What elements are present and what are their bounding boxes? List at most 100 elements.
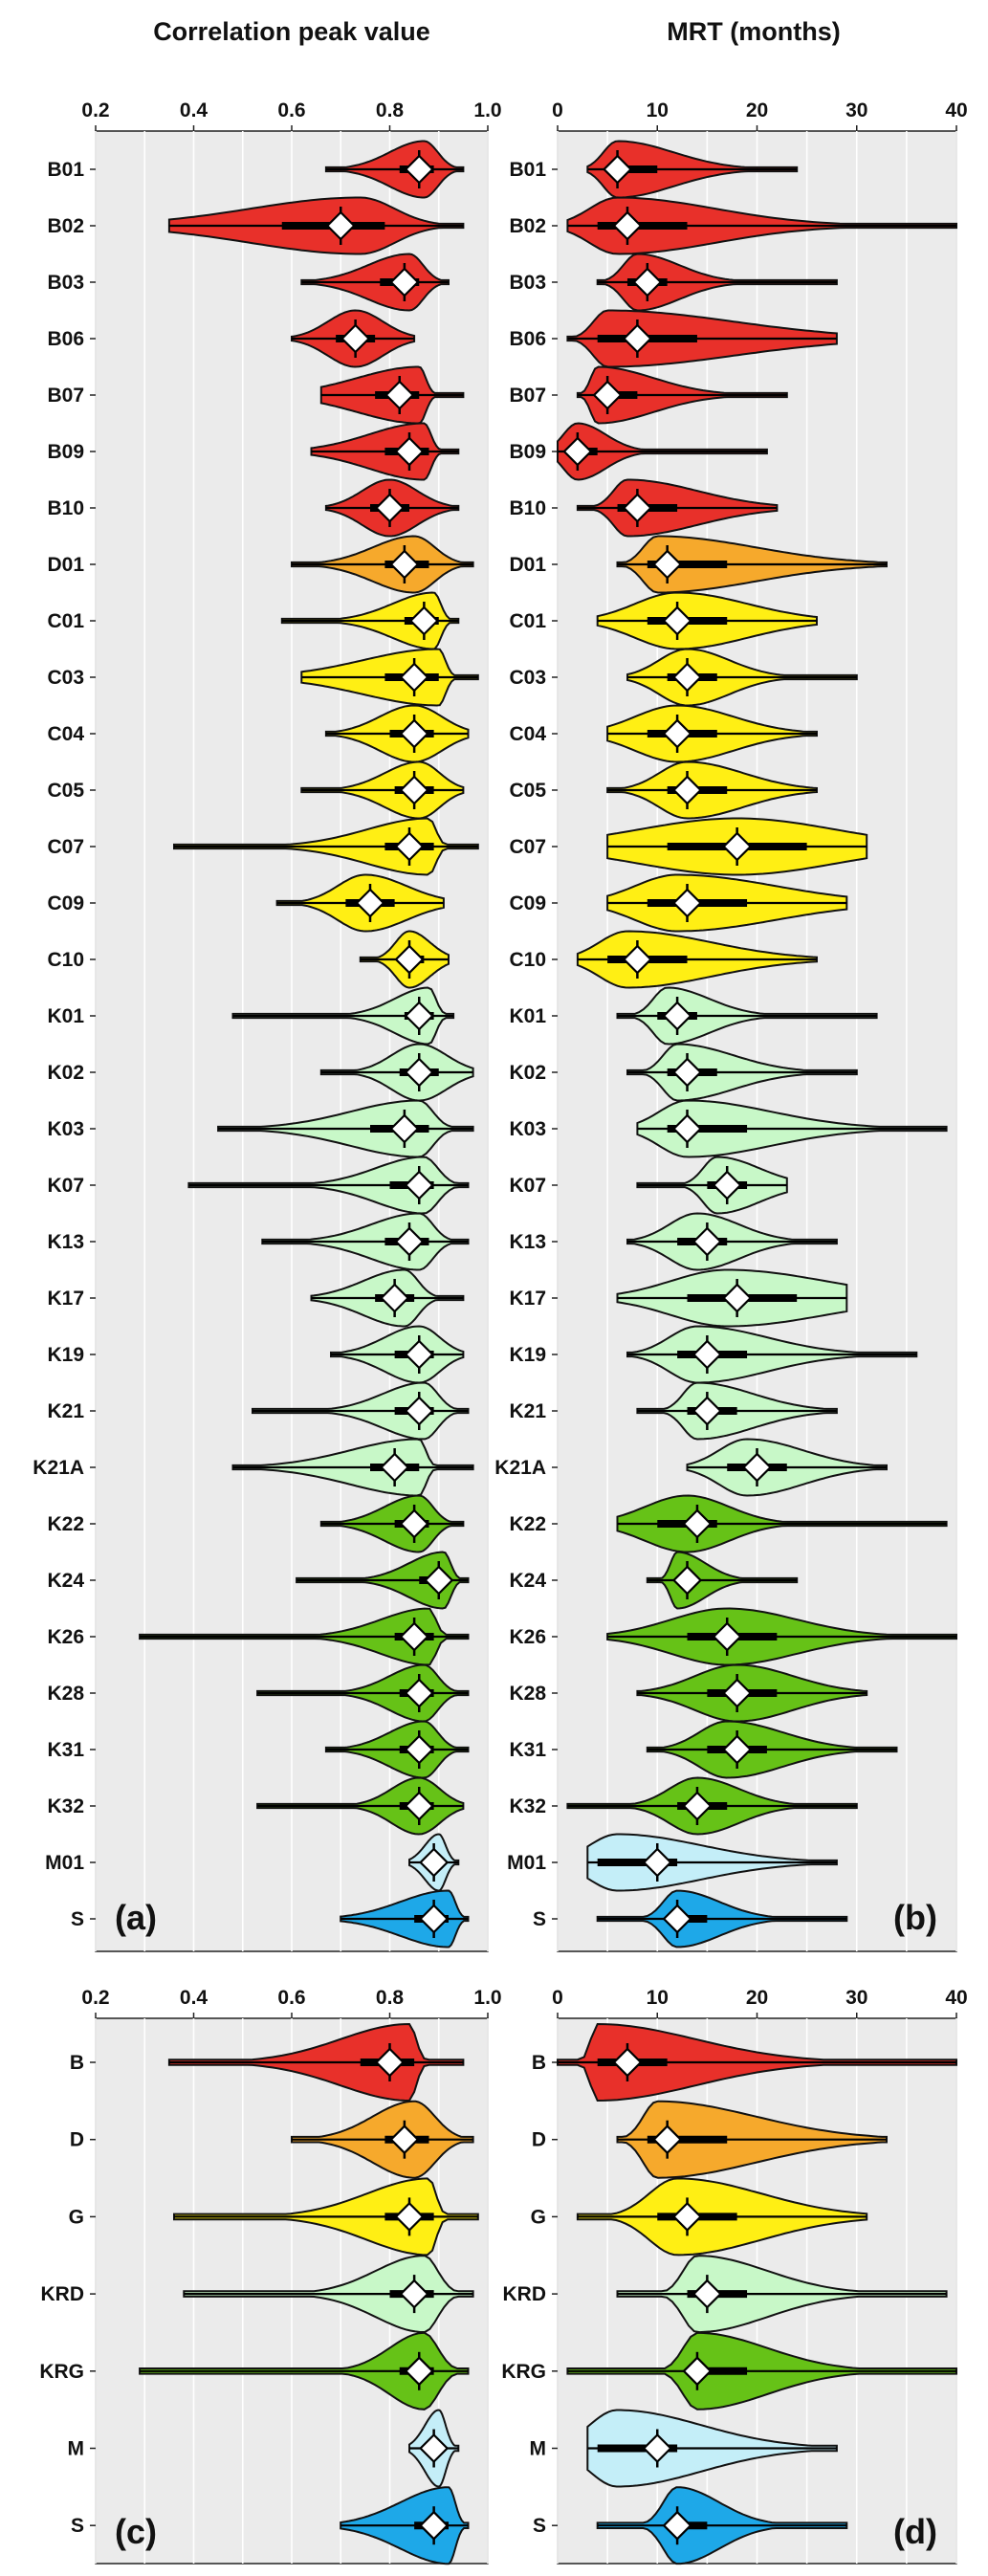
category-label: C10 <box>47 949 84 971</box>
median-diamond <box>424 1565 454 1596</box>
category-label: C07 <box>509 836 546 858</box>
violin-G: G <box>69 2177 479 2257</box>
category-label: C05 <box>509 780 546 802</box>
x-tick-label: 1.0 <box>473 99 501 121</box>
x-tick-label: 0.8 <box>376 1987 405 2009</box>
category-label: K24 <box>47 1570 84 1592</box>
category-label: K13 <box>509 1231 546 1253</box>
x-tick-label: 0 <box>552 1987 563 2009</box>
median-diamond <box>662 605 692 636</box>
category-label: B03 <box>509 272 546 294</box>
violin-K01: K01 <box>509 986 878 1046</box>
median-diamond <box>662 718 692 749</box>
median-diamond <box>722 831 753 862</box>
median-diamond <box>394 2201 425 2232</box>
category-label: C10 <box>509 949 546 971</box>
violin-K21: K21 <box>509 1381 838 1441</box>
violin-K21: K21 <box>47 1381 470 1441</box>
violin-S: S <box>71 2486 470 2565</box>
category-label: C07 <box>47 836 84 858</box>
panel-d: 0 10 20 30 40 B D G KRD KRG M S (d) <box>501 1987 968 2565</box>
median-diamond <box>340 323 371 354</box>
category-label: B06 <box>509 328 546 350</box>
category-label: B02 <box>509 215 546 237</box>
violin-K31: K31 <box>47 1720 470 1779</box>
category-label: KRD <box>503 2283 547 2305</box>
category-label: B06 <box>47 328 84 350</box>
median-diamond <box>671 2201 703 2232</box>
median-diamond <box>671 1113 703 1144</box>
median-diamond <box>419 1847 450 1878</box>
category-label: K21A <box>494 1457 546 1479</box>
median-diamond <box>404 1734 434 1765</box>
median-diamond <box>652 2125 683 2155</box>
median-diamond <box>404 1396 434 1426</box>
median-diamond <box>389 549 420 580</box>
median-diamond <box>404 1057 434 1088</box>
median-diamond <box>652 549 683 580</box>
violin-K03: K03 <box>509 1099 948 1158</box>
violin-C03: C03 <box>509 648 858 707</box>
category-label: K21 <box>47 1400 84 1422</box>
median-diamond <box>671 775 703 805</box>
category-label: S <box>71 2515 84 2537</box>
violin-K24: K24 <box>47 1551 470 1610</box>
category-label: B01 <box>509 159 546 181</box>
median-diamond <box>384 380 415 410</box>
category-label: K22 <box>509 1513 546 1535</box>
median-diamond <box>399 662 429 693</box>
category-label: C09 <box>47 892 84 914</box>
violin-K07: K07 <box>509 1156 788 1215</box>
median-diamond <box>622 493 652 523</box>
category-label: K07 <box>47 1175 84 1197</box>
category-label: K26 <box>47 1626 84 1648</box>
violin-C10: C10 <box>509 930 818 989</box>
violin-C03: C03 <box>47 648 479 707</box>
panel-label: (d) <box>893 2512 937 2551</box>
violin-KRD: KRD <box>503 2255 948 2334</box>
median-diamond <box>325 210 356 241</box>
violin-B03: B03 <box>509 253 838 312</box>
category-label: C01 <box>47 610 84 632</box>
violin-K03: K03 <box>47 1099 474 1158</box>
violin-C09: C09 <box>47 873 445 933</box>
violin-S: S <box>533 2486 848 2565</box>
category-label: KRD <box>41 2283 85 2305</box>
violin-D: D <box>70 2100 474 2179</box>
violin-K13: K13 <box>47 1212 470 1271</box>
violin-M: M <box>530 2409 838 2488</box>
median-diamond <box>722 1283 753 1313</box>
median-diamond <box>404 154 434 185</box>
category-label: B <box>70 2052 84 2074</box>
violin-KRD: KRD <box>41 2255 474 2333</box>
median-diamond <box>419 1904 450 1934</box>
violin-D: D <box>532 2100 888 2179</box>
category-label: D01 <box>509 554 546 576</box>
median-diamond <box>389 2125 420 2155</box>
category-label: B <box>532 2052 546 2074</box>
violin-B: B <box>70 2022 465 2103</box>
violin-C07: C07 <box>47 817 479 876</box>
violin-K01: K01 <box>47 986 455 1046</box>
median-diamond <box>355 888 385 918</box>
median-diamond <box>662 1904 692 1934</box>
violin-K17: K17 <box>47 1268 465 1328</box>
median-diamond <box>671 662 703 693</box>
category-label: K21A <box>33 1457 84 1479</box>
violin-B03: B03 <box>47 253 450 312</box>
violin-C05: C05 <box>509 760 818 820</box>
median-diamond <box>562 436 593 467</box>
category-label: C03 <box>509 667 546 689</box>
x-tick-label: 0.6 <box>277 1987 305 2009</box>
x-tick-label: 10 <box>647 99 669 121</box>
left-column-title: Correlation peak value <box>153 17 430 46</box>
category-label: K32 <box>509 1795 546 1817</box>
category-label: B10 <box>47 497 84 519</box>
median-diamond <box>394 944 425 975</box>
median-diamond <box>642 2433 672 2464</box>
panel-a: 0.2 0.4 0.6 0.8 1.0 B01 B02 B03 B06 B07 B09 B10 D01 C… <box>33 99 502 1952</box>
median-diamond <box>404 1791 434 1821</box>
category-label: K19 <box>509 1344 546 1366</box>
category-label: K02 <box>47 1062 84 1084</box>
violin-B02: B02 <box>509 196 957 255</box>
